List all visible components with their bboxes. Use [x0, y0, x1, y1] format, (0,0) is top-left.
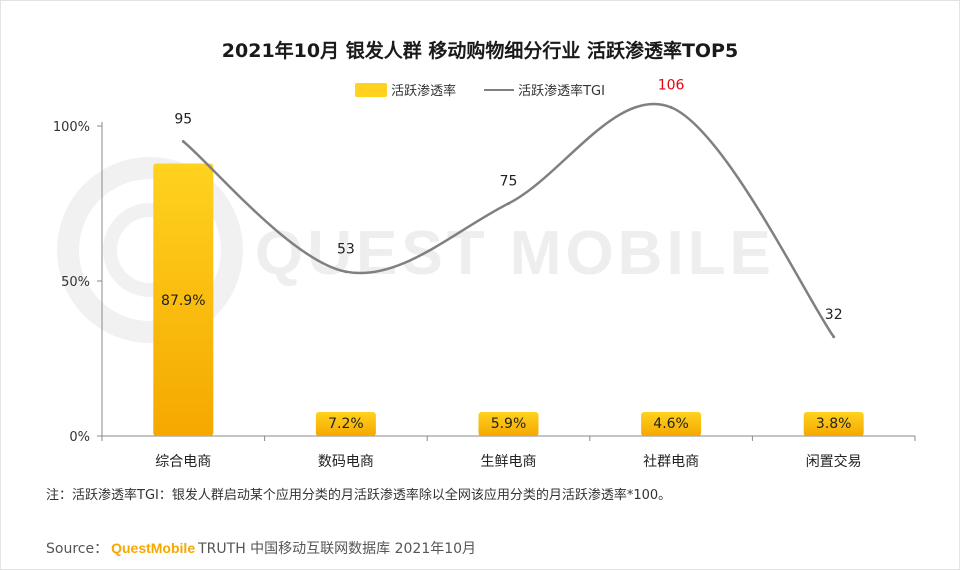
- tgi-value-label: 95: [174, 112, 192, 128]
- chart-title: 2021年10月 银发人群 移动购物细分行业 活跃渗透率TOP5: [221, 40, 739, 62]
- tgi-point: [832, 335, 836, 339]
- legend: 活跃渗透率 活跃渗透率TGI: [0, 80, 960, 99]
- x-tick-label: 综合电商: [155, 454, 211, 470]
- bar: [315, 412, 376, 436]
- legend-item-line: 活跃渗透率TGI: [484, 80, 605, 99]
- tgi-value-label: 53: [337, 242, 355, 258]
- bar: [478, 412, 539, 436]
- tgi-value-label: 32: [825, 307, 843, 323]
- tgi-point: [181, 140, 185, 143]
- bar-value-label: 7.2%: [328, 416, 364, 432]
- bar-value-label: 4.6%: [653, 416, 689, 432]
- legend-line-label: 活跃渗透率TGI: [518, 84, 605, 99]
- tgi-point: [507, 202, 510, 205]
- y-tick-label: 50%: [61, 275, 90, 290]
- bar: [803, 412, 864, 436]
- bar: [153, 163, 214, 436]
- source-brand: QuestMobile: [111, 540, 196, 556]
- bar: [641, 412, 702, 436]
- tgi-value-label: 75: [500, 174, 518, 190]
- x-tick-label: 生鲜电商: [481, 454, 537, 470]
- bar-value-label: 87.9%: [161, 293, 205, 309]
- y-tick-label: 0%: [69, 430, 90, 445]
- source-prefix: Source：: [46, 541, 109, 557]
- y-tick-label: 100%: [53, 120, 90, 135]
- legend-line-swatch: [484, 88, 515, 91]
- footnote: 注：活跃渗透率TGI：银发人群启动某个应用分类的月活跃渗透率除以全网该应用分类的…: [46, 488, 672, 503]
- tgi-value-label: 106: [658, 77, 685, 93]
- x-tick-label: 社群电商: [643, 454, 699, 470]
- watermark-text: QUEST MOBILE: [255, 219, 775, 288]
- tgi-line: [182, 102, 835, 339]
- source-rest: TRUTH 中国移动互联网数据库 2021年10月: [198, 541, 477, 557]
- bar-value-label: 3.8%: [816, 416, 852, 432]
- source-line: Source： QuestMobile TRUTH 中国移动互联网数据库 202…: [46, 538, 476, 558]
- x-tick-label: 闲置交易: [806, 453, 862, 470]
- legend-bar-swatch: [355, 82, 388, 97]
- tgi-point: [669, 105, 673, 109]
- bar-value-label: 5.9%: [491, 416, 527, 432]
- x-tick-label: 数码电商: [318, 454, 374, 470]
- legend-item-bar: 活跃渗透率: [355, 80, 456, 99]
- tgi-point: [344, 270, 348, 274]
- legend-bar-label: 活跃渗透率: [391, 84, 457, 99]
